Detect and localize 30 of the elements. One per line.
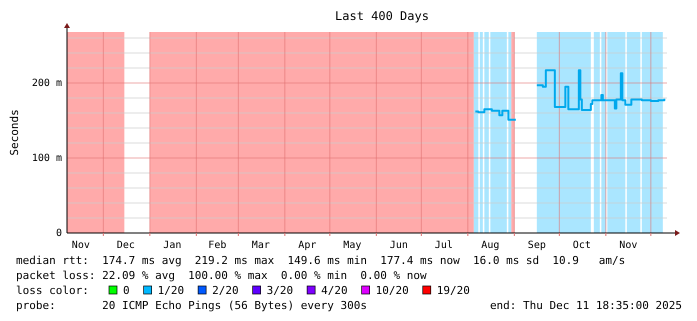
x-tick-label: Nov <box>619 240 638 251</box>
x-tick-label: Dec <box>116 240 135 251</box>
text: 0 <box>123 284 130 297</box>
x-tick-label: Jun <box>390 240 408 251</box>
x-tick-label: May <box>343 240 362 251</box>
text: 19/20 <box>436 284 470 297</box>
y-tick-label: 100 m <box>32 153 62 164</box>
text: 4/20 <box>321 284 348 297</box>
text: packet loss: 22.09 % avg 100.00 % max 0.00 % min 0.00 % now <box>16 269 427 282</box>
x-tick-label: Apr <box>298 240 316 251</box>
x-tick-label: Jul <box>434 240 453 251</box>
chart-title: Last 400 Days <box>335 9 429 23</box>
x-tick-label: Nov <box>72 240 90 251</box>
text: median rtt: 174.7 ms avg 219.2 ms max 149.6 ms min 177.4 ms now 16.0 ms sd 10.9 am/s <box>16 254 626 267</box>
text: 3/20 <box>266 284 294 297</box>
text: end: Thu Dec 11 18:35:00 2025 <box>490 299 682 312</box>
text: loss color: <box>16 284 89 297</box>
x-tick-label: Feb <box>208 240 226 251</box>
text: probe: 20 ICMP Echo Pings (56 Bytes) every 300s <box>16 299 367 312</box>
y-tick-label: 200 m <box>32 78 62 90</box>
y-axis-title: Seconds <box>8 109 21 156</box>
text: 2/20 <box>212 284 239 297</box>
text: 1/20 <box>158 284 184 297</box>
x-tick-label: Oct <box>572 240 591 251</box>
y-tick-label: 0 <box>56 228 62 240</box>
x-tick-label: Mar <box>252 240 270 251</box>
x-tick-label: Aug <box>481 240 500 251</box>
x-tick-label: Jan <box>163 240 182 251</box>
x-tick-label: Sep <box>528 240 546 251</box>
text: 10/20 <box>376 284 409 297</box>
